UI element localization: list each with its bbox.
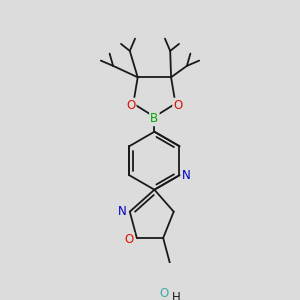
Text: N: N	[182, 169, 191, 182]
Text: H: H	[172, 291, 181, 300]
Text: B: B	[150, 112, 158, 125]
Text: O: O	[173, 99, 183, 112]
Text: O: O	[124, 233, 134, 246]
Text: N: N	[118, 205, 126, 218]
Text: O: O	[159, 287, 169, 300]
Text: O: O	[126, 99, 135, 112]
